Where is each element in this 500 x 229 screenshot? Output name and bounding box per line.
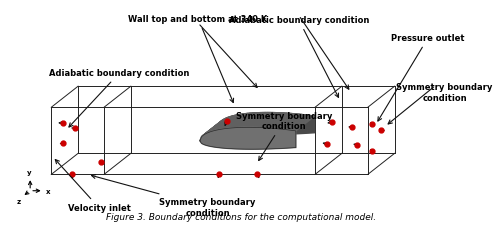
Polygon shape	[284, 115, 305, 130]
Polygon shape	[266, 114, 287, 128]
Polygon shape	[221, 115, 242, 130]
Polygon shape	[250, 113, 270, 128]
Polygon shape	[258, 113, 279, 128]
Polygon shape	[236, 113, 256, 128]
Polygon shape	[283, 115, 303, 130]
Polygon shape	[232, 114, 253, 128]
Polygon shape	[260, 113, 280, 128]
Text: Adiabatic boundary condition: Adiabatic boundary condition	[50, 69, 190, 127]
Polygon shape	[248, 113, 269, 128]
Polygon shape	[205, 119, 225, 135]
Text: Symmetry boundary
condition: Symmetry boundary condition	[92, 175, 256, 217]
Polygon shape	[290, 116, 310, 131]
Polygon shape	[202, 121, 222, 137]
Polygon shape	[292, 116, 313, 131]
Polygon shape	[247, 113, 268, 128]
Text: Symmetry boundary
condition: Symmetry boundary condition	[236, 112, 332, 161]
Polygon shape	[208, 118, 229, 133]
Polygon shape	[213, 116, 234, 131]
Text: Symmetry boundary
condition: Symmetry boundary condition	[396, 83, 492, 102]
Polygon shape	[254, 113, 274, 128]
Text: Wall top and bottom at 340 K: Wall top and bottom at 340 K	[128, 15, 268, 103]
Polygon shape	[226, 114, 246, 129]
Polygon shape	[281, 115, 301, 130]
Polygon shape	[272, 114, 292, 129]
Polygon shape	[286, 115, 306, 130]
Polygon shape	[228, 114, 248, 129]
Polygon shape	[278, 114, 298, 129]
Text: Pressure outlet: Pressure outlet	[378, 34, 465, 121]
Polygon shape	[280, 115, 300, 130]
Polygon shape	[257, 113, 277, 128]
Polygon shape	[220, 115, 240, 130]
Polygon shape	[231, 114, 251, 128]
Polygon shape	[240, 113, 261, 128]
Polygon shape	[218, 113, 314, 135]
Polygon shape	[200, 128, 296, 150]
Polygon shape	[291, 116, 312, 131]
Polygon shape	[276, 114, 296, 129]
Text: y: y	[27, 170, 32, 176]
Text: Adiabatic boundary condition: Adiabatic boundary condition	[228, 16, 369, 98]
Polygon shape	[255, 113, 276, 128]
Text: z: z	[16, 198, 21, 204]
Text: Velocity inlet: Velocity inlet	[56, 160, 130, 213]
Polygon shape	[224, 114, 244, 129]
Polygon shape	[252, 113, 272, 128]
Polygon shape	[203, 120, 224, 136]
Polygon shape	[294, 116, 314, 131]
Text: x: x	[46, 188, 50, 194]
Polygon shape	[244, 113, 264, 128]
Polygon shape	[214, 116, 235, 131]
Polygon shape	[242, 113, 262, 128]
Polygon shape	[200, 123, 220, 141]
Polygon shape	[274, 114, 295, 129]
Polygon shape	[238, 113, 258, 128]
Polygon shape	[262, 113, 282, 128]
Polygon shape	[264, 113, 283, 128]
Polygon shape	[206, 118, 227, 134]
Polygon shape	[218, 115, 238, 130]
Polygon shape	[268, 114, 288, 128]
Polygon shape	[234, 113, 254, 128]
Polygon shape	[239, 113, 260, 128]
Polygon shape	[212, 117, 232, 132]
Polygon shape	[246, 113, 266, 128]
Polygon shape	[273, 114, 293, 129]
Polygon shape	[222, 114, 243, 129]
Polygon shape	[270, 114, 290, 129]
Polygon shape	[216, 116, 236, 131]
Polygon shape	[265, 114, 285, 128]
Text: Figure 3. Boundary conditions for the computational model.: Figure 3. Boundary conditions for the co…	[106, 213, 376, 221]
Polygon shape	[288, 116, 308, 131]
Polygon shape	[229, 114, 250, 129]
Polygon shape	[210, 117, 230, 132]
